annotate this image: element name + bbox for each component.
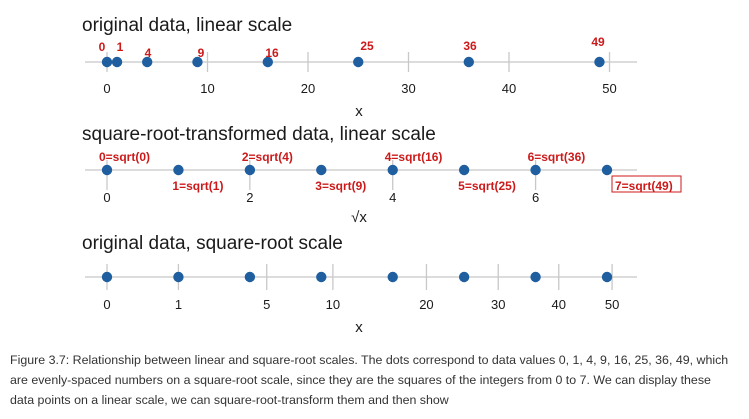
panel-3-x-axis-label: x	[355, 319, 363, 336]
panel-1-tick-label: 40	[502, 81, 516, 96]
panel-3-data-point	[173, 271, 184, 283]
panel-2-tick-label: 6	[532, 190, 539, 205]
panel-2-point-label: 7=sqrt(49)	[615, 179, 673, 193]
panel-3-tick-label: 50	[605, 297, 619, 312]
panel-2-data-point	[387, 164, 398, 176]
panel-1-title: original data, linear scale	[82, 15, 292, 36]
panel-1-point-label: 9	[198, 46, 205, 60]
panel-2-x-axis-label: √x	[351, 209, 367, 226]
panel-1-data-point	[101, 56, 113, 68]
panel-2-data-point	[458, 164, 470, 176]
panel-2-point-label: 3=sqrt(9)	[315, 179, 366, 193]
panel-2-point-label: 1=sqrt(1)	[172, 179, 223, 193]
panel-3-data-point	[601, 271, 613, 283]
panel-1-point-label: 49	[591, 35, 605, 49]
panel-1-tick-label: 30	[401, 81, 415, 96]
panel-2-last-label-box	[611, 175, 682, 193]
panel-2-data-point	[530, 164, 541, 176]
figure-canvas: original data, linear scale 0 10 20 30 40 50 …	[82, 15, 682, 336]
panel-1-data-point	[262, 56, 273, 68]
panel-3-data-point	[387, 271, 398, 283]
panel-3-tick-label: 40	[552, 297, 566, 312]
panel-3-title: original data, square-root scale	[82, 233, 343, 254]
panel-1-data-point	[463, 56, 474, 68]
panel-2-point-label: 6=sqrt(36)	[528, 150, 586, 164]
panel-1-x-axis-label: x	[355, 103, 363, 120]
panel-sqrt-scale: original data, square-root scale 0 1 5 10 20…	[82, 233, 637, 336]
panel-2-data-point	[601, 164, 613, 176]
panel-2-point-label: 5=sqrt(25)	[458, 179, 516, 193]
panel-1-point-label: 16	[265, 46, 279, 60]
panel-3-tick-label: 5	[263, 297, 270, 312]
panel-2-data-point	[173, 164, 184, 176]
panel-1-data-point	[111, 56, 123, 68]
panel-1-point-label: 0	[99, 40, 106, 54]
panel-1-data-point	[142, 56, 153, 68]
panel-3-data-point	[101, 271, 113, 283]
panel-1-tick-label: 50	[602, 81, 616, 96]
panel-1-point-label: 25	[360, 39, 374, 53]
panel-linear: original data, linear scale 0 10 20 30 40 50 …	[82, 15, 637, 120]
panel-2-data-point	[244, 164, 256, 176]
panel-3-data-point	[458, 271, 470, 283]
panel-3-data-point	[316, 271, 327, 283]
panel-1-data-point	[192, 56, 203, 68]
panel-2-tick-label: 2	[246, 190, 253, 205]
panel-2-point-label: 0=sqrt(0)	[99, 150, 150, 164]
panel-2-tick-label: 0	[103, 190, 110, 205]
panel-3-data-point	[530, 271, 541, 283]
panel-3-tick-label: 10	[326, 297, 340, 312]
panel-2-title: square-root-transformed data, linear sca…	[82, 124, 436, 145]
panel-1-tick-label: 20	[301, 81, 315, 96]
panel-2-point-label: 2=sqrt(4)	[242, 150, 293, 164]
panel-1-data-point	[353, 56, 364, 68]
panel-3-tick-label: 0	[103, 297, 110, 312]
panel-1-point-label: 36	[463, 39, 477, 53]
panel-2-data-point	[316, 164, 327, 176]
panel-2-data-point	[101, 164, 113, 176]
panel-1-tick-label: 10	[200, 81, 214, 96]
figure-caption: Figure 3.7: Relationship between linear …	[10, 353, 729, 407]
panel-1-data-point	[594, 56, 605, 68]
panel-1-tick-label: 0	[103, 81, 110, 96]
panel-2-tick-label: 4	[389, 190, 396, 205]
panel-3-tick-label: 30	[491, 297, 505, 312]
panel-3-tick-label: 1	[175, 297, 182, 312]
panel-1-point-label: 4	[145, 46, 152, 60]
panel-3-data-point	[244, 271, 256, 283]
panel-3-tick-label: 20	[419, 297, 433, 312]
panel-1-point-label: 1	[117, 40, 124, 54]
panel-2-point-label: 4=sqrt(16)	[385, 150, 443, 164]
panel-sqrt-transformed: square-root-transformed data, linear sca…	[82, 124, 682, 226]
